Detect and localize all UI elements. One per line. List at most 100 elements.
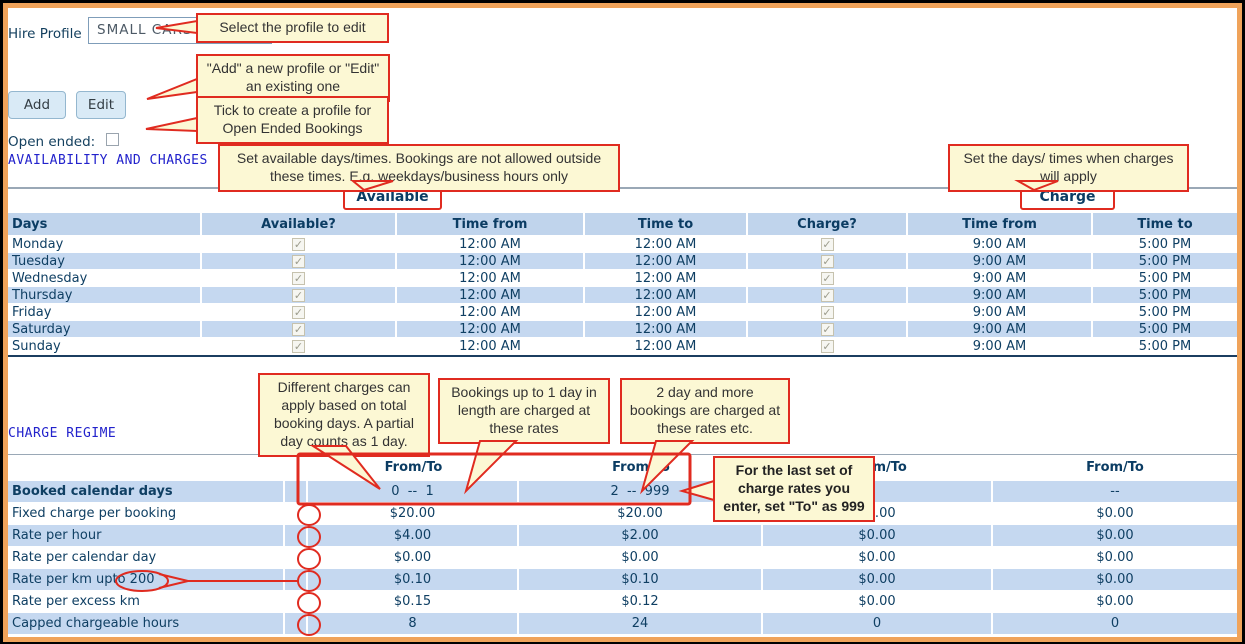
available-time-to[interactable]: 12:00 AM [585, 338, 748, 355]
charge-value[interactable]: 0 -- 1 [308, 481, 519, 503]
charge-checkbox[interactable]: ✓ [748, 270, 908, 287]
available-time-from[interactable]: 12:00 AM [397, 304, 585, 321]
open-ended-checkbox[interactable] [106, 133, 119, 146]
available-checkbox[interactable]: ✓ [202, 338, 397, 355]
hire-profile-label: Hire Profile [8, 26, 82, 42]
available-time-from[interactable]: 12:00 AM [397, 236, 585, 253]
available-time-from[interactable]: 12:00 AM [397, 287, 585, 304]
charge-checkbox[interactable]: ✓ [820, 237, 834, 251]
available-checkbox[interactable]: ✓ [292, 254, 305, 268]
day-label: Friday [8, 304, 202, 321]
charge-value[interactable]: 0 [993, 613, 1237, 635]
charge-value[interactable]: $2.00 [519, 525, 763, 547]
charge-checkbox[interactable]: ✓ [820, 322, 834, 336]
charge-time-from[interactable]: 9:00 AM [908, 236, 1093, 253]
charge-time-from[interactable]: 9:00 AM [908, 253, 1093, 270]
charge-value[interactable]: $0.00 [993, 525, 1237, 547]
circle-marker-cell [285, 591, 308, 613]
charge-checkbox[interactable]: ✓ [748, 253, 908, 270]
charge-time-to[interactable]: 5:00 PM [1093, 338, 1237, 355]
charge-time-to[interactable]: 5:00 PM [1093, 321, 1237, 338]
edit-button[interactable]: Edit [76, 91, 126, 119]
charge-value[interactable]: 24 [519, 613, 763, 635]
charge-time-to[interactable]: 5:00 PM [1093, 253, 1237, 270]
charge-value[interactable]: $0.00 [763, 525, 993, 547]
charge-value[interactable]: 8 [308, 613, 519, 635]
available-checkbox[interactable]: ✓ [292, 339, 305, 353]
available-time-from[interactable]: 12:00 AM [397, 321, 585, 338]
available-time-to[interactable]: 12:00 AM [585, 287, 748, 304]
charge-checkbox[interactable]: ✓ [748, 321, 908, 338]
available-time-from[interactable]: 12:00 AM [397, 270, 585, 287]
available-checkbox[interactable]: ✓ [202, 236, 397, 253]
charge-time-from[interactable]: 9:00 AM [908, 338, 1093, 355]
charge-value[interactable]: $0.10 [519, 569, 763, 591]
available-checkbox[interactable]: ✓ [202, 253, 397, 270]
charge-time-to[interactable]: 5:00 PM [1093, 287, 1237, 304]
available-time-to[interactable]: 12:00 AM [585, 236, 748, 253]
charge-value[interactable]: $0.00 [993, 569, 1237, 591]
available-time-to[interactable]: 12:00 AM [585, 304, 748, 321]
charge-checkbox[interactable]: ✓ [820, 271, 834, 285]
charge-regime-heading: CHARGE REGIME [8, 426, 117, 441]
charge-value[interactable]: 0 [763, 613, 993, 635]
charge-checkbox[interactable]: ✓ [820, 288, 834, 302]
charge-value[interactable]: $0.00 [763, 547, 993, 569]
charge-checkbox[interactable]: ✓ [748, 236, 908, 253]
charge-time-from[interactable]: 9:00 AM [908, 304, 1093, 321]
charge-value[interactable]: $0.00 [993, 547, 1237, 569]
charge-time-to[interactable]: 5:00 PM [1093, 236, 1237, 253]
callout-one-day-rates: Bookings up to 1 day in length are charg… [438, 378, 610, 444]
charge-row-label: Fixed charge per booking [8, 503, 285, 525]
charge-value[interactable]: $0.00 [993, 591, 1237, 613]
availability-row-friday: Friday ✓ 12:00 AM 12:00 AM ✓ 9:00 AM 5:00 PM [8, 304, 1237, 321]
charge-value[interactable]: $0.00 [763, 591, 993, 613]
available-checkbox[interactable]: ✓ [292, 288, 305, 302]
charge-row-label: Rate per hour [8, 525, 285, 547]
available-checkbox[interactable]: ✓ [292, 322, 305, 336]
callout-last-set-999: For the last set of charge rates you ent… [713, 456, 875, 522]
available-checkbox[interactable]: ✓ [292, 237, 305, 251]
charge-value[interactable]: $20.00 [308, 503, 519, 525]
charge-time-from[interactable]: 9:00 AM [908, 321, 1093, 338]
add-button[interactable]: Add [8, 91, 66, 119]
callout-set-charge: Set the days/ times when charges will ap… [948, 144, 1189, 192]
charge-checkbox[interactable]: ✓ [820, 254, 834, 268]
charge-value[interactable]: $0.00 [763, 569, 993, 591]
charge-value[interactable]: -- [993, 481, 1237, 503]
available-checkbox[interactable]: ✓ [202, 270, 397, 287]
available-time-to[interactable]: 12:00 AM [585, 253, 748, 270]
charge-time-from[interactable]: 9:00 AM [908, 270, 1093, 287]
charge-time-from[interactable]: 9:00 AM [908, 287, 1093, 304]
open-ended-label: Open ended: [8, 134, 96, 150]
circle-marker-cell [285, 481, 308, 503]
charge-row: Rate per km upto 200 $0.10 $0.10 $0.00 $0.00 [8, 569, 1237, 591]
available-checkbox[interactable]: ✓ [202, 321, 397, 338]
available-time-to[interactable]: 12:00 AM [585, 270, 748, 287]
charge-regime-table: From/To From/To From/To From/To Booked cale… [8, 455, 1237, 635]
charge-checkbox[interactable]: ✓ [748, 304, 908, 321]
charge-checkbox[interactable]: ✓ [820, 305, 834, 319]
available-checkbox[interactable]: ✓ [292, 305, 305, 319]
charge-time-to[interactable]: 5:00 PM [1093, 304, 1237, 321]
charge-checkbox[interactable]: ✓ [820, 339, 834, 353]
charge-value[interactable]: $0.00 [308, 547, 519, 569]
charge-time-to[interactable]: 5:00 PM [1093, 270, 1237, 287]
charge-value[interactable]: $0.12 [519, 591, 763, 613]
charge-value[interactable]: $0.00 [993, 503, 1237, 525]
available-time-to[interactable]: 12:00 AM [585, 321, 748, 338]
charge-checkbox[interactable]: ✓ [748, 287, 908, 304]
available-time-from[interactable]: 12:00 AM [397, 253, 585, 270]
callout-select-profile: Select the profile to edit [196, 13, 389, 43]
availability-table: Days Available? Time from Time to Charge? Tim… [8, 213, 1237, 355]
charge-value[interactable]: $0.00 [519, 547, 763, 569]
charge-value[interactable]: $0.10 [308, 569, 519, 591]
charge-value[interactable]: $4.00 [308, 525, 519, 547]
charge-value[interactable]: $0.15 [308, 591, 519, 613]
charge-checkbox[interactable]: ✓ [748, 338, 908, 355]
available-checkbox[interactable]: ✓ [202, 304, 397, 321]
available-time-from[interactable]: 12:00 AM [397, 338, 585, 355]
available-checkbox[interactable]: ✓ [202, 287, 397, 304]
callout-arrow [146, 77, 198, 100]
available-checkbox[interactable]: ✓ [292, 271, 305, 285]
